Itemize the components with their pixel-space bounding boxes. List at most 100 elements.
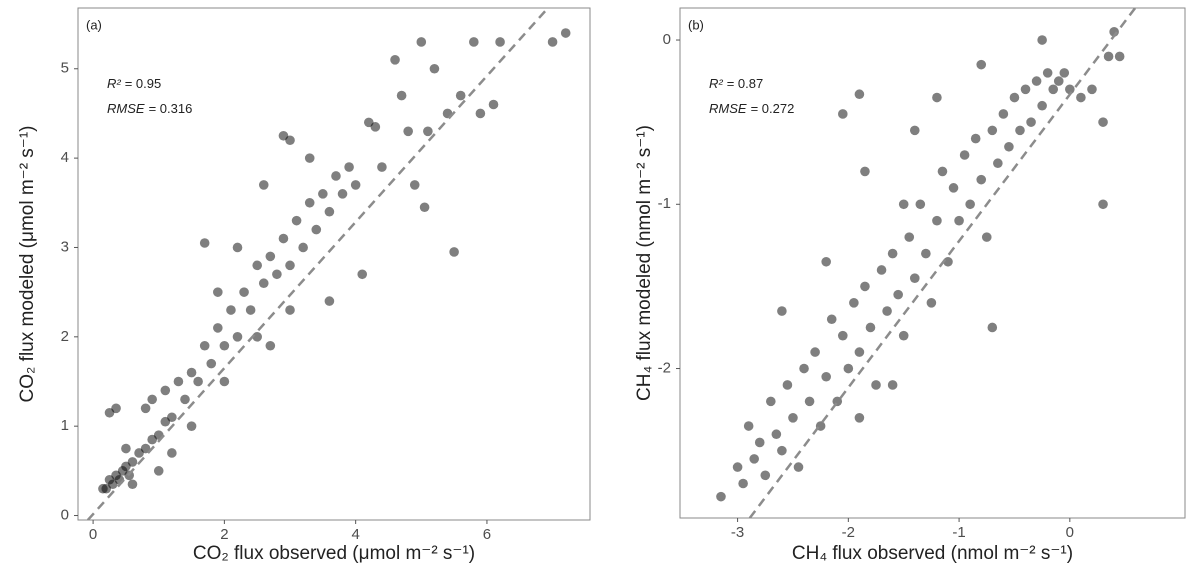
annotation: RMSE = 0.272: [709, 101, 794, 116]
point: [882, 306, 892, 316]
point: [167, 448, 177, 458]
y-tick-label: 4: [61, 149, 69, 166]
points: [716, 8, 1137, 518]
point: [909, 273, 920, 283]
annotation-value: = 0.87: [727, 76, 764, 91]
point: [932, 92, 942, 103]
point: [843, 363, 854, 374]
point: [915, 199, 926, 210]
point: [1037, 100, 1047, 111]
point: [180, 394, 190, 405]
point: [403, 126, 413, 137]
point: [160, 385, 171, 396]
point: [239, 287, 249, 297]
x-axis-title: CO₂ flux observed (μmol m⁻² s⁻¹): [193, 543, 475, 564]
point: [488, 99, 499, 110]
point: [970, 133, 981, 144]
y-tick-label: -1: [658, 195, 671, 212]
point: [909, 125, 920, 136]
point: [324, 296, 335, 306]
point: [821, 371, 831, 382]
point: [278, 233, 289, 244]
point: [976, 59, 987, 70]
annotation-value: = 0.272: [751, 101, 795, 116]
point: [475, 108, 486, 119]
point: [887, 380, 898, 390]
point: [1009, 92, 1020, 103]
reference-line: [86, 8, 549, 520]
point: [199, 340, 210, 351]
y-tick-label: 3: [61, 238, 69, 255]
plot-frame: [77, 7, 591, 521]
point: [987, 322, 998, 333]
y-tick-label: 2: [61, 328, 69, 345]
plot-frame: [679, 7, 1186, 519]
point: [849, 298, 859, 308]
panel-label: (b): [688, 17, 704, 32]
point: [976, 174, 987, 185]
y-axis-title: CO₂ flux modeled (μmol m⁻² s⁻¹): [17, 126, 38, 403]
annotation-symbol: RMSE: [709, 101, 747, 116]
point: [285, 305, 295, 315]
point: [258, 180, 269, 190]
x-tick-label: -2: [842, 524, 855, 541]
annotation-symbol: R²: [709, 76, 723, 91]
point: [232, 332, 243, 342]
point: [186, 367, 197, 378]
point: [167, 412, 177, 423]
point: [547, 37, 558, 47]
point: [943, 256, 953, 267]
point: [350, 180, 361, 190]
point: [998, 109, 1009, 119]
point: [777, 306, 787, 316]
panel: 0 2 4 6 0 1 2 3 4 5 (a) R² = 0.95 RMSE = 0.316 CO₂ flux…: [17, 7, 591, 564]
y-tick-label: 1: [61, 417, 69, 434]
point: [810, 347, 820, 357]
point: [898, 330, 909, 341]
x-axis-title: CH₄ flux observed (nmol m⁻² s⁻¹): [792, 543, 1073, 564]
point: [1053, 76, 1064, 86]
point: [357, 269, 368, 280]
point: [419, 202, 430, 213]
point: [1114, 51, 1125, 62]
annotation-value: = 0.316: [149, 101, 193, 116]
point: [111, 403, 121, 414]
point: [926, 298, 937, 308]
point: [993, 158, 1003, 169]
point: [1026, 117, 1036, 127]
point: [127, 457, 138, 467]
point: [788, 413, 798, 423]
panel: -3 -2 -1 0 -2 -1 0 (b) R² = 0.87 RMSE = 0.272 CH₄ fl…: [634, 7, 1186, 564]
point: [1059, 68, 1070, 78]
annotation-value: = 0.95: [125, 76, 162, 91]
y-tick-label: 0: [61, 507, 69, 524]
point: [258, 278, 269, 289]
point: [799, 363, 809, 374]
point: [252, 260, 262, 271]
x-tick-label: 6: [483, 526, 491, 543]
point: [876, 265, 887, 275]
point: [887, 248, 898, 259]
point: [732, 462, 743, 472]
point: [219, 340, 230, 351]
point: [743, 421, 754, 431]
x-tick-label: 0: [1066, 524, 1074, 541]
point: [226, 305, 236, 315]
point: [860, 166, 870, 177]
point: [409, 180, 420, 190]
point: [777, 445, 787, 456]
point: [173, 376, 184, 387]
point: [396, 90, 407, 101]
point: [304, 197, 315, 208]
point: [344, 162, 354, 172]
point: [311, 224, 322, 235]
point: [948, 183, 959, 193]
point: [837, 330, 848, 341]
point: [821, 256, 831, 267]
point: [959, 150, 970, 160]
point: [1020, 84, 1031, 95]
point: [304, 153, 315, 163]
point: [298, 242, 308, 253]
point: [1065, 84, 1075, 95]
point: [331, 171, 341, 181]
